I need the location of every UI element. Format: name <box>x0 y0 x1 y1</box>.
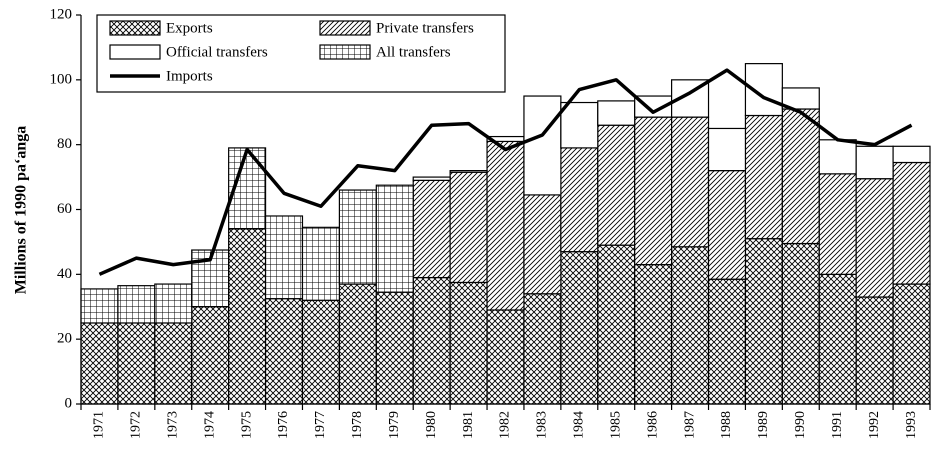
bar-segment <box>117 322 156 405</box>
bar-segment <box>449 170 488 173</box>
bar-segment <box>375 291 414 405</box>
x-tick-label: 1989 <box>756 411 771 439</box>
bar-segment <box>744 114 783 240</box>
legend-swatch <box>319 44 371 60</box>
bar-segment <box>560 251 599 405</box>
bar-segment <box>634 264 673 405</box>
bar-segment <box>818 139 857 175</box>
bar-segment <box>560 101 599 149</box>
bar-segment <box>855 296 894 405</box>
x-tick-label: 1985 <box>608 411 623 439</box>
bar-segment <box>707 170 747 280</box>
bar-segment <box>818 273 857 405</box>
x-tick-label: 1977 <box>313 411 328 439</box>
bar-segment <box>855 145 894 180</box>
bar-segment <box>412 176 451 181</box>
bar-segment <box>597 244 636 405</box>
bar-segment <box>486 140 525 311</box>
bar-segment <box>892 283 931 405</box>
x-tick-label: 1972 <box>129 411 144 439</box>
bar-segment <box>486 309 525 405</box>
bar-segment <box>597 124 636 246</box>
bar-segment <box>855 178 894 298</box>
x-tick-label: 1974 <box>202 411 217 439</box>
legend-swatch <box>109 20 161 36</box>
x-tick-label: 1983 <box>535 411 550 439</box>
x-tick-label: 1982 <box>498 411 513 439</box>
bar-segment <box>634 116 673 266</box>
x-tick-label: 1971 <box>92 411 107 439</box>
bar-segment <box>338 283 377 405</box>
legend-label: Exports <box>166 20 213 36</box>
x-tick-label: 1993 <box>904 411 919 439</box>
bar-segment <box>301 226 340 301</box>
bar-segment <box>781 87 820 110</box>
bar-segment <box>671 246 710 405</box>
x-tick-label: 1980 <box>424 411 439 439</box>
x-tick-label: 1992 <box>867 411 882 439</box>
bar-segment <box>375 184 414 293</box>
bar-segment <box>154 322 193 405</box>
bar-segment <box>892 145 931 164</box>
bar-segment <box>264 298 304 405</box>
legend-swatch <box>109 44 161 60</box>
bar-segment <box>449 281 488 405</box>
bar-segment <box>560 147 599 253</box>
bar-segment <box>597 100 636 126</box>
x-tick-label: 1987 <box>682 411 697 439</box>
y-tick-label: 100 <box>50 71 73 87</box>
bar-segment <box>707 127 747 172</box>
legend-label: Official transfers <box>166 44 268 60</box>
y-axis-label: Millions of 1990 pa‘anga <box>13 126 30 294</box>
x-tick-label: 1981 <box>461 411 476 439</box>
y-tick-label: 40 <box>57 266 72 282</box>
legend-label: All transfers <box>376 44 451 60</box>
x-tick-label: 1986 <box>645 411 660 439</box>
bar-segment <box>117 285 156 324</box>
bar-segment <box>818 173 857 275</box>
legend-label: Imports <box>166 68 213 84</box>
bar-segment <box>228 228 267 405</box>
x-tick-label: 1978 <box>350 411 365 439</box>
bar-segment <box>80 288 119 324</box>
line-series <box>98 68 913 276</box>
x-tick-label: 1979 <box>387 411 402 439</box>
bar-segment <box>744 238 783 405</box>
y-tick-label: 120 <box>50 6 73 22</box>
x-tick-label: 1976 <box>276 411 291 439</box>
y-tick-label: 80 <box>57 136 72 152</box>
legend-label: Private transfers <box>376 20 474 36</box>
bar-segment <box>523 293 562 405</box>
x-tick-label: 1988 <box>719 411 734 439</box>
bar-segment <box>154 283 193 324</box>
y-tick-label: 20 <box>57 331 72 347</box>
y-tick-label: 60 <box>57 201 72 217</box>
bar-segment <box>892 161 931 285</box>
bar-segment <box>412 276 451 405</box>
bar-segment <box>707 278 747 405</box>
bar-segment <box>523 95 562 196</box>
bar-segment <box>449 171 488 284</box>
bar-segment <box>412 179 451 279</box>
y-tick-label: 0 <box>65 395 73 411</box>
x-tick-label: 1973 <box>166 411 181 439</box>
legend-swatch <box>319 20 371 36</box>
bar-segment <box>671 116 710 248</box>
x-tick-label: 1990 <box>793 411 808 439</box>
bar-segment <box>781 108 820 245</box>
bar-segment <box>301 299 340 405</box>
x-tick-label: 1991 <box>830 411 845 439</box>
legend-box <box>96 14 506 93</box>
bar-segment <box>338 189 377 285</box>
bar-segment <box>781 242 820 405</box>
bar-segment <box>264 215 304 300</box>
bar-segment <box>523 194 562 295</box>
x-tick-label: 1984 <box>572 411 587 439</box>
bar-segment <box>191 306 230 405</box>
x-tick-label: 1975 <box>239 411 254 439</box>
bar-segment <box>80 322 119 405</box>
